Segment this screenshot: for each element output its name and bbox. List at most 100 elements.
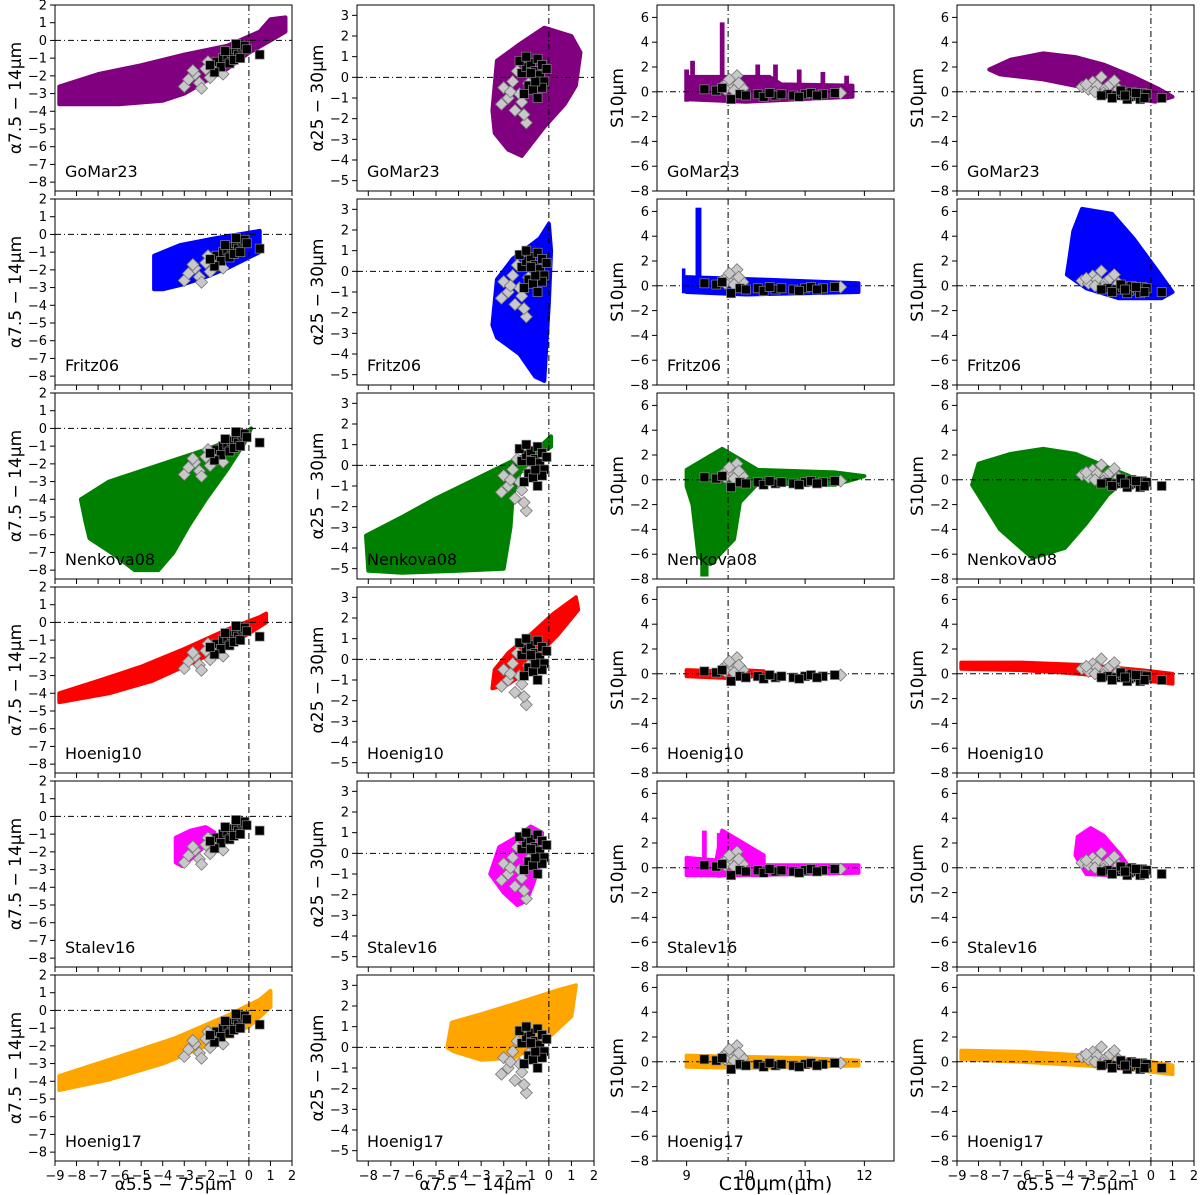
y-axis-label: S10μm <box>608 844 628 904</box>
observed-square <box>525 456 536 467</box>
y-tick-label: −6 <box>630 1130 649 1145</box>
y-tick-label: −4 <box>930 329 949 344</box>
y-tick-label: −2 <box>930 110 949 125</box>
observed-diamond <box>515 289 529 303</box>
observed-square <box>1107 1063 1117 1073</box>
y-axis-label: α7.5 − 14μm <box>6 430 26 542</box>
y-tick-label: 3 <box>341 397 349 412</box>
y-tick-label: 6 <box>941 11 949 26</box>
y-tick-label: 0 <box>641 279 649 294</box>
observed-square <box>231 621 241 631</box>
x-axis-label: α5.5 − 7.5μm <box>1017 1175 1135 1195</box>
axes-frame <box>54 4 293 192</box>
model-label: Stalev16 <box>667 938 737 957</box>
x-tick-label: −6 <box>1012 1169 1031 1184</box>
observed-square <box>794 1061 805 1072</box>
y-tick-label: −5 <box>330 756 349 771</box>
observed-square <box>1096 672 1107 683</box>
panel-stalev16-col4: −8 −6 −4 −2 0 2 4 6 S10μm Stalev16 <box>908 780 1195 976</box>
observed-square <box>205 60 215 71</box>
observed-square <box>829 88 840 98</box>
y-tick-label: 0 <box>941 473 949 488</box>
y-tick-label: −5 <box>28 705 47 720</box>
observed-square <box>530 464 541 475</box>
y-tick-label: 0 <box>341 459 349 474</box>
observed-square <box>764 670 775 680</box>
observed-diamond <box>506 74 520 89</box>
axes-frame <box>956 4 1195 192</box>
y-tick-label: −5 <box>330 1144 349 1159</box>
panel-hoenig10-col1: −8 −7 −6 −5 −4 −3 −2 −1 0 1 2 α7.5 − 14μm Hoenig10 <box>6 581 293 778</box>
observed-diamond <box>194 275 209 289</box>
y-tick-label: −2 <box>28 845 47 860</box>
observed-diamond <box>494 291 509 305</box>
observed-square <box>1130 88 1141 98</box>
model-region <box>684 446 867 567</box>
observed-square <box>235 1023 246 1033</box>
y-axis-label: α25 − 30μm <box>308 433 328 540</box>
y-axis-label: S10μm <box>908 262 928 322</box>
y-tick-label: 2 <box>341 612 349 627</box>
x-tick-label: 10 <box>738 1169 755 1184</box>
y-tick-label: −4 <box>330 542 349 557</box>
panel-fritz06-col2: −5 −4 −3 −2 −1 0 1 2 3 α25 − 30μm Fritz06 <box>308 198 595 390</box>
observed-square <box>1139 1063 1150 1073</box>
y-tick-label: −3 <box>28 669 47 684</box>
model-region-spike <box>844 75 849 92</box>
observed-diamond <box>503 279 518 293</box>
observed-square <box>220 1016 231 1026</box>
observed-square <box>764 88 775 98</box>
y-tick-label: −2 <box>930 304 949 319</box>
observed-square <box>521 51 532 62</box>
observed-square <box>717 277 728 287</box>
y-tick-label: 1 <box>39 598 47 613</box>
panel-gomar23-col1: −8 −7 −6 −5 −4 −3 −2 −1 0 1 2 α7.5 − 14μm GoMar23 <box>6 0 293 196</box>
observed-square <box>794 673 805 684</box>
observed-square <box>812 90 822 101</box>
y-tick-label: −8 <box>930 379 949 394</box>
axes-frame <box>656 780 895 968</box>
model-label: Hoenig10 <box>367 744 444 763</box>
y-tick-label: 0 <box>641 667 649 682</box>
y-tick-label: −6 <box>28 1110 47 1125</box>
y-axis-label: α7.5 − 14μm <box>6 236 26 348</box>
panel-gomar23-col3: −8 −6 −4 −2 0 2 4 6 S10μm GoMar23 <box>608 4 895 200</box>
observed-diamond <box>1107 462 1121 476</box>
y-tick-label: −4 <box>630 717 649 732</box>
observed-square <box>528 666 538 677</box>
observed-square <box>794 479 805 490</box>
y-tick-label: −6 <box>930 742 949 757</box>
observed-square <box>525 650 536 661</box>
observed-diamond <box>506 268 520 283</box>
axes-frame <box>956 586 1195 774</box>
y-tick-label: 2 <box>941 61 949 76</box>
observed-square <box>1130 1058 1141 1068</box>
observed-square <box>1156 1063 1167 1073</box>
y-tick-label: −2 <box>28 69 47 84</box>
y-axis-label: S10μm <box>608 456 628 516</box>
x-tick-label: 11 <box>797 1169 814 1184</box>
observed-square <box>726 94 736 105</box>
y-tick-label: −2 <box>28 263 47 278</box>
model-region <box>57 611 269 705</box>
model-region-spike <box>796 69 802 92</box>
y-tick-label: 4 <box>941 618 949 633</box>
observed-diamond <box>194 1051 209 1065</box>
observed-square <box>528 472 538 483</box>
observed-diamond <box>722 848 736 862</box>
y-tick-label: −1 <box>28 440 47 455</box>
observed-square <box>699 278 710 289</box>
observed-square <box>205 642 215 653</box>
observed-diamond <box>494 1067 509 1081</box>
observed-square <box>829 1058 840 1068</box>
y-tick-label: −6 <box>630 548 649 563</box>
observed-square <box>726 870 736 881</box>
observed-square <box>1107 93 1117 103</box>
y-tick-label: 6 <box>641 787 649 802</box>
observed-square <box>519 1059 529 1069</box>
model-label: Hoenig17 <box>367 1132 444 1151</box>
observed-diamond <box>506 1044 520 1059</box>
y-tick-label: 2 <box>341 418 349 433</box>
observed-square <box>519 671 529 681</box>
y-tick-label: −7 <box>28 934 47 949</box>
